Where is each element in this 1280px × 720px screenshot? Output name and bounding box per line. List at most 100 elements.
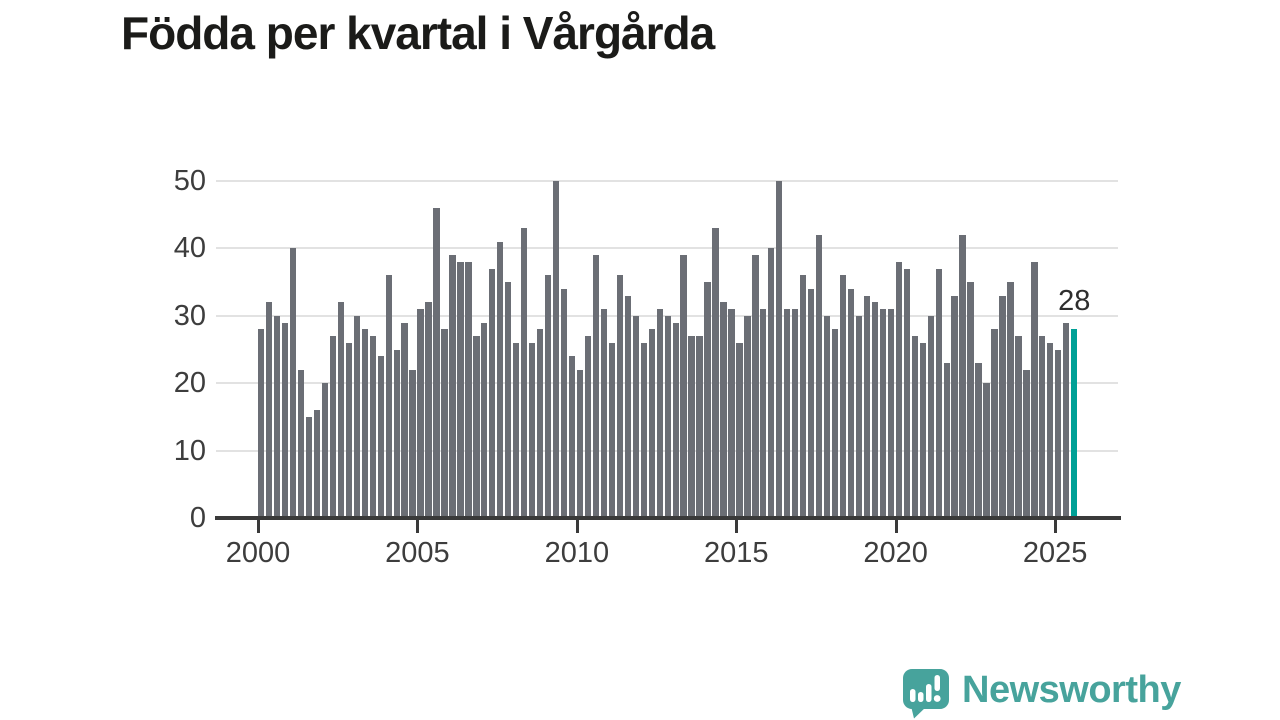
bar [377, 356, 384, 518]
bar [919, 342, 926, 518]
bar [361, 329, 368, 518]
bar [417, 309, 424, 518]
bar [688, 336, 695, 518]
bar [863, 295, 871, 518]
bar [273, 315, 281, 518]
gridline-y-50 [216, 180, 1118, 182]
bar [975, 362, 982, 518]
x-tick-label-2000: 2000 [225, 537, 291, 569]
bar [600, 309, 608, 518]
bar [313, 410, 321, 518]
bar [1023, 369, 1030, 518]
bar [911, 336, 918, 518]
x-tick-label-2015: 2015 [704, 537, 769, 569]
newsworthy-logo: Newsworthy [902, 668, 1181, 719]
bar [959, 234, 966, 518]
x-tick-label-2010: 2010 [544, 537, 610, 569]
bar [385, 275, 392, 518]
bar [481, 322, 488, 518]
y-tick-label-40: 40 [173, 232, 206, 265]
gridline-y-30 [216, 314, 1118, 317]
bar [345, 342, 352, 518]
bar [744, 315, 751, 518]
bar [943, 362, 950, 518]
x-tick-2000 [257, 520, 260, 533]
bar [321, 383, 329, 518]
bar [839, 275, 847, 518]
bar [265, 302, 273, 518]
bar [369, 336, 376, 518]
x-tick-2025 [1054, 520, 1058, 533]
bar [823, 315, 831, 518]
bar [736, 342, 743, 518]
x-tick-2010 [575, 520, 579, 533]
bar [648, 329, 655, 518]
bar [465, 261, 472, 518]
y-tick-label-30: 30 [173, 299, 206, 332]
bar [847, 288, 855, 518]
highlighted-bar [1071, 329, 1078, 518]
bar [1039, 336, 1046, 518]
bar [808, 288, 815, 518]
bar [967, 282, 974, 518]
bar [608, 342, 616, 518]
bar [560, 288, 568, 518]
bar [760, 309, 767, 518]
bar [696, 336, 703, 518]
bar [927, 315, 934, 518]
bar [768, 248, 775, 518]
y-tick-label-0: 0 [189, 502, 206, 534]
bar [624, 295, 631, 518]
bar [592, 255, 600, 518]
bar [712, 228, 719, 518]
bar [409, 369, 416, 518]
bar [489, 268, 496, 518]
x-tick-2015 [735, 520, 739, 533]
bar [353, 315, 360, 518]
x-tick-label-2005: 2005 [385, 537, 450, 569]
bar [632, 315, 639, 518]
bar [1055, 349, 1062, 518]
bar [544, 275, 552, 518]
plot-area [216, 180, 1118, 518]
last-bar-value-label: 28 [1058, 285, 1091, 318]
x-tick-label-2020: 2020 [863, 537, 928, 569]
bar [903, 268, 910, 518]
bar [720, 302, 727, 518]
bar [792, 309, 799, 518]
bar [871, 302, 879, 518]
bar [473, 336, 480, 518]
x-axis-line [215, 516, 1121, 520]
newsworthy-wordmark: Newsworthy [962, 669, 1181, 711]
bar [879, 309, 887, 518]
bar [576, 369, 584, 518]
bar [497, 241, 504, 518]
bar [887, 309, 895, 518]
bar [393, 349, 400, 518]
bar [776, 181, 783, 518]
y-tick-label-20: 20 [173, 367, 206, 400]
bar [935, 268, 942, 518]
bar [552, 181, 560, 518]
bar [1015, 336, 1022, 518]
bar [568, 356, 576, 518]
bar [752, 255, 759, 518]
x-tick-2005 [416, 520, 420, 533]
bar [616, 275, 623, 518]
bar [289, 248, 297, 518]
bar [505, 282, 512, 518]
bar [337, 302, 344, 518]
bar [704, 282, 711, 518]
bar [991, 329, 998, 518]
bar [784, 309, 791, 518]
bar [258, 329, 265, 518]
x-tick-label-2025: 2025 [1022, 537, 1088, 569]
newsworthy-bubble-chart-icon [903, 669, 949, 719]
bar [999, 295, 1006, 518]
bar [529, 342, 536, 518]
bar [672, 322, 679, 518]
bar [329, 336, 337, 518]
chart-title: Födda per kvartal i Vårgårda [121, 7, 715, 59]
bar [895, 261, 902, 518]
y-tick-label-10: 10 [173, 434, 206, 467]
